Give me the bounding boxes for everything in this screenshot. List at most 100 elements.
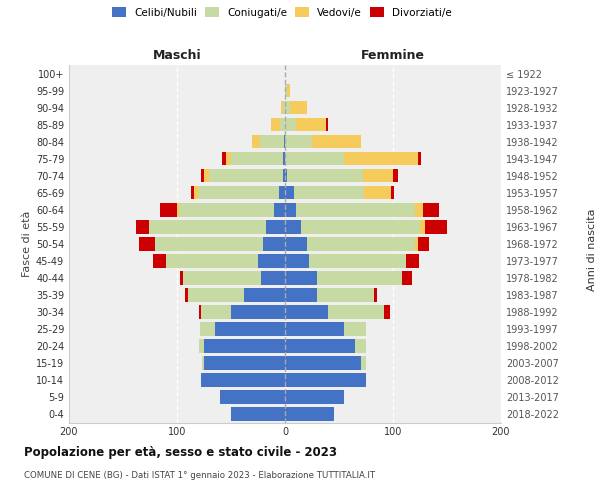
Bar [220,390,285,404]
Bar [361,356,366,370]
Bar [261,271,285,284]
Bar [194,186,197,200]
Bar [285,288,317,302]
Bar [285,322,344,336]
Bar [201,169,204,182]
Bar [184,271,261,284]
Bar [285,118,296,132]
Bar [283,101,285,114]
Bar [285,305,328,318]
Bar [260,135,284,148]
Bar [285,390,344,404]
Bar [266,220,285,234]
Bar [185,288,188,302]
Text: COMUNE DI CENE (BG) - Dati ISTAT 1° gennaio 2023 - Elaborazione TUTTITALIA.IT: COMUNE DI CENE (BG) - Dati ISTAT 1° genn… [24,471,375,480]
Bar [177,203,179,216]
Bar [293,186,364,200]
Bar [374,288,377,302]
Bar [200,322,215,336]
Bar [309,254,406,268]
Bar [231,152,283,166]
Bar [344,322,366,336]
Bar [423,203,439,216]
Bar [160,203,177,216]
Bar [191,186,194,200]
Bar [179,203,274,216]
Y-axis label: Fasce di età: Fasce di età [22,210,32,277]
Bar [201,305,231,318]
Bar [285,169,287,182]
Bar [363,169,393,182]
Bar [283,152,285,166]
Bar [283,169,285,182]
Bar [307,237,415,250]
Legend: Celibi/Nubili, Coniugati/e, Vedovi/e, Divorziati/e: Celibi/Nubili, Coniugati/e, Vedovi/e, Di… [110,5,454,20]
Bar [406,254,419,268]
Bar [285,152,344,166]
Bar [287,84,290,98]
Bar [251,135,260,148]
Bar [153,254,166,268]
Bar [244,288,285,302]
Bar [285,203,296,216]
Bar [204,356,285,370]
Bar [202,356,204,370]
Bar [301,220,420,234]
Bar [326,118,328,132]
Bar [285,220,301,234]
Text: Femmine: Femmine [361,48,425,62]
Text: Maschi: Maschi [152,48,202,62]
Bar [280,118,285,132]
Bar [204,169,209,182]
Bar [231,305,285,318]
Bar [215,322,285,336]
Bar [139,237,155,250]
Bar [355,339,366,352]
Bar [285,254,309,268]
Bar [188,288,244,302]
Bar [285,339,355,352]
Bar [290,101,307,114]
Bar [418,237,428,250]
Bar [415,203,423,216]
Bar [317,288,374,302]
Bar [393,169,398,182]
Bar [285,356,361,370]
Bar [274,203,285,216]
Bar [385,305,390,318]
Bar [285,84,287,98]
Bar [317,271,401,284]
Bar [420,220,425,234]
Bar [285,407,334,421]
Bar [201,373,285,387]
Bar [391,186,394,200]
Bar [296,203,415,216]
Bar [209,169,283,182]
Bar [287,169,363,182]
Bar [199,339,204,352]
Bar [204,339,285,352]
Bar [401,271,412,284]
Bar [149,220,266,234]
Bar [263,237,285,250]
Bar [285,271,317,284]
Bar [258,254,285,268]
Bar [296,118,326,132]
Bar [285,101,290,114]
Bar [271,118,280,132]
Bar [425,220,447,234]
Bar [344,152,418,166]
Bar [415,237,418,250]
Bar [285,373,366,387]
Bar [285,186,293,200]
Bar [285,135,312,148]
Bar [285,237,307,250]
Bar [136,220,149,234]
Bar [278,186,285,200]
Bar [312,135,361,148]
Bar [281,101,283,114]
Bar [199,305,201,318]
Bar [284,135,285,148]
Bar [418,152,421,166]
Bar [155,237,263,250]
